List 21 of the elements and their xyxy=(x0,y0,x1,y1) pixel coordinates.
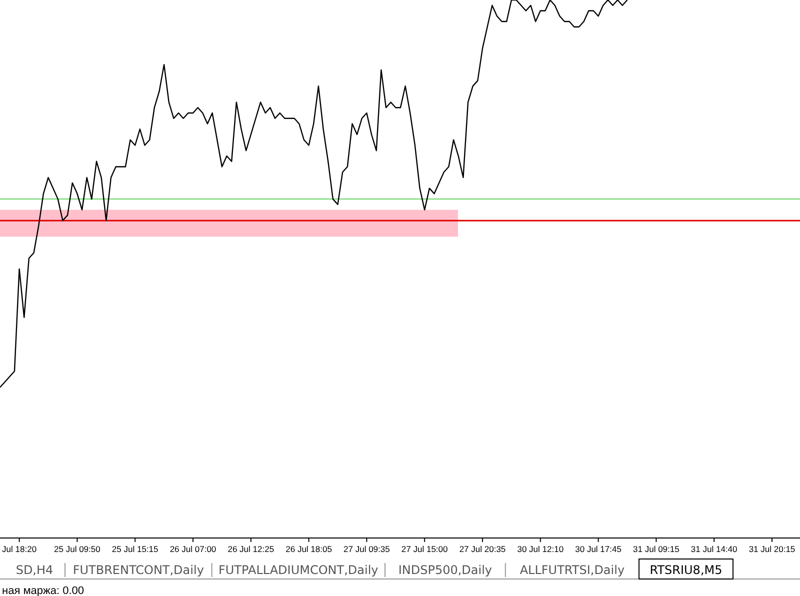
x-tick-label: 27 Jul 15:00 xyxy=(401,544,448,554)
text: RTSRIU8,M5 xyxy=(650,563,722,577)
x-tick-label: 31 Jul 20:15 xyxy=(748,544,796,554)
x-tick-label: 30 Jul 17:45 xyxy=(575,544,622,554)
x-tick-label: 26 Jul 12:25 xyxy=(228,544,274,554)
text: FUTBRENTCONT,Daily xyxy=(72,563,204,577)
x-tick-label: 27 Jul 20:35 xyxy=(459,544,506,554)
x-tick-label: 26 Jul 07:00 xyxy=(170,544,216,554)
text: INDSP500,Daily xyxy=(398,563,492,577)
text: SD,H4 xyxy=(16,563,54,577)
text: ALLFUTRTSI,Daily xyxy=(520,563,625,577)
x-tick-label: 31 Jul 14:40 xyxy=(690,544,738,554)
x-tick-label: 30 Jul 12:10 xyxy=(517,544,564,554)
x-tick-label: 31 Jul 09:15 xyxy=(633,544,680,554)
x-tick-label: 26 Jul 18:05 xyxy=(286,544,332,554)
x-tick-label: Jul 18:20 xyxy=(2,544,37,554)
text: FUTPALLADIUMCONT,Daily xyxy=(218,563,378,577)
x-tick-label: 25 Jul 15:15 xyxy=(112,544,159,554)
x-tick-label: 25 Jul 09:50 xyxy=(54,544,101,554)
x-tick-label: 27 Jul 09:35 xyxy=(344,544,390,554)
text: ная маржа: 0.00 xyxy=(2,585,84,596)
